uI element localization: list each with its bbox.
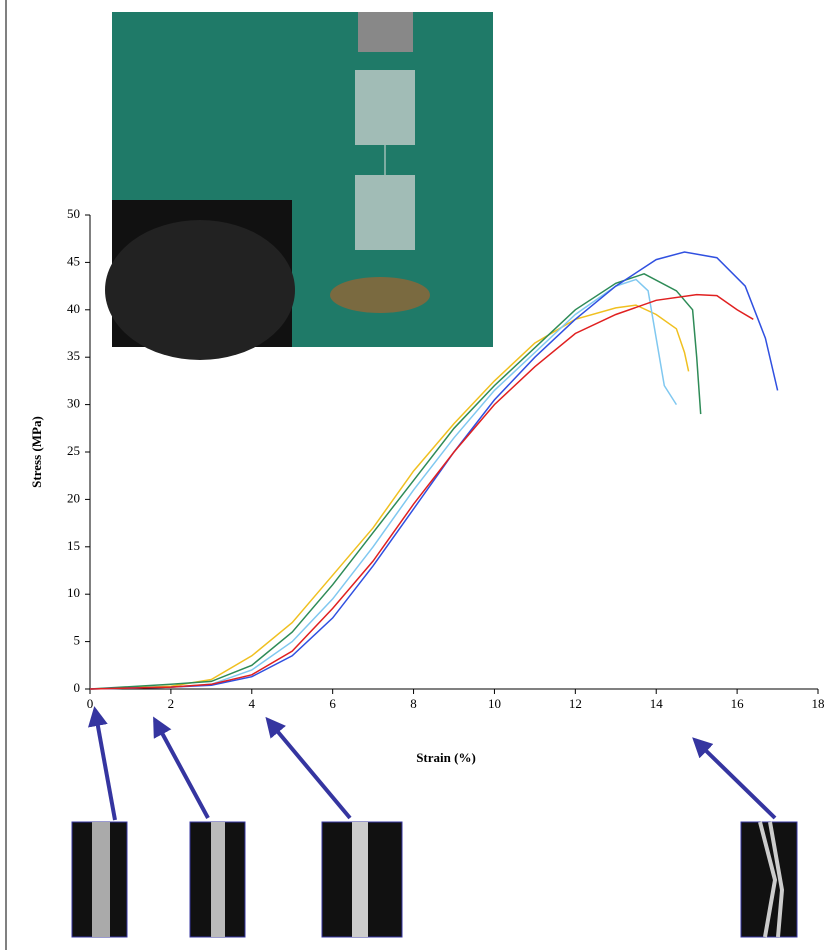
series-line	[89, 251, 779, 690]
x-tick-label: 2	[168, 696, 175, 711]
x-tick-label: 6	[329, 696, 336, 711]
y-tick-label: 30	[67, 396, 80, 411]
y-tick-label: 25	[67, 443, 80, 458]
series-line	[89, 293, 754, 690]
y-tick-label: 5	[74, 633, 81, 648]
y-tick-label: 10	[67, 585, 80, 600]
y-axis-title: Stress (MPa)	[29, 416, 44, 488]
y-tick-label: 35	[67, 348, 80, 363]
x-tick-label: 4	[249, 696, 256, 711]
series-line	[89, 304, 690, 690]
x-tick-label: 8	[410, 696, 417, 711]
x-tick-label: 0	[87, 696, 94, 711]
y-tick-label: 50	[67, 206, 80, 221]
x-tick-label: 14	[650, 696, 664, 711]
series-line	[89, 278, 678, 690]
series-line	[89, 272, 702, 690]
x-axis-title: Strain (%)	[416, 750, 476, 765]
y-tick-label: 20	[67, 490, 80, 505]
y-tick-label: 0	[74, 680, 81, 695]
y-tick-label: 15	[67, 538, 80, 553]
x-tick-label: 12	[569, 696, 582, 711]
y-tick-label: 45	[67, 253, 80, 268]
x-tick-label: 10	[488, 696, 501, 711]
tensile-test-photo	[105, 12, 493, 360]
x-tick-label: 18	[812, 696, 825, 711]
arrows	[88, 706, 777, 821]
x-tick-label: 16	[731, 696, 745, 711]
y-tick-label: 40	[67, 301, 80, 316]
fiber-images	[71, 821, 798, 938]
